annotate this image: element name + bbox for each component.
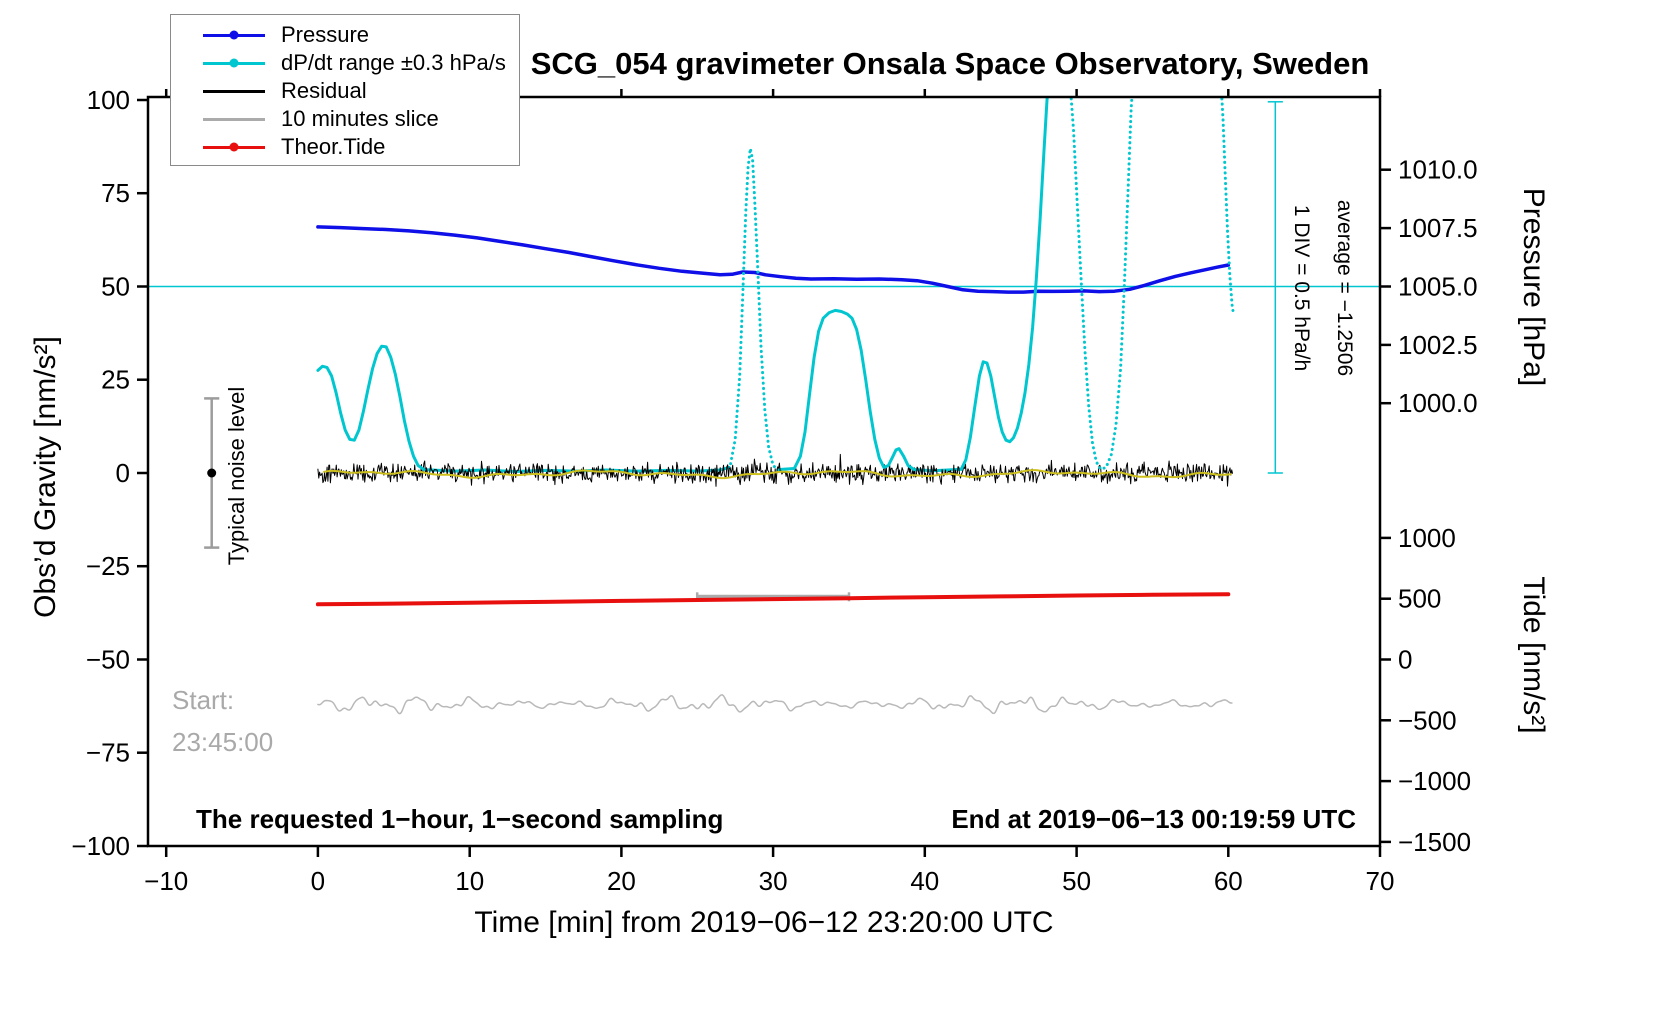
legend-item: Pressure xyxy=(171,21,519,49)
tide-tick-label: 500 xyxy=(1398,584,1441,614)
legend-label: Residual xyxy=(281,78,367,103)
legend-item: 10 minutes slice xyxy=(171,105,519,133)
dpdt-line xyxy=(1220,97,1236,316)
x-tick-label: −10 xyxy=(144,866,188,896)
pressure-tick-label: 1002.5 xyxy=(1398,330,1478,360)
gravity-tick-label: −75 xyxy=(86,738,130,768)
x-tick-label: 20 xyxy=(607,866,636,896)
div-scale-note: 1 DIV = 0.5 hPa/h xyxy=(1290,204,1313,372)
start-time: 23:45:00 xyxy=(172,727,274,757)
chart-title: SCG_054 gravimeter Onsala Space Observat… xyxy=(530,46,1370,81)
x-tick-label: 0 xyxy=(311,866,325,896)
gravity-tick-label: −25 xyxy=(86,551,130,581)
legend-line-swatch xyxy=(203,142,265,152)
legend-line-swatch xyxy=(203,115,265,124)
plot-frame xyxy=(146,95,1382,848)
tide-tick-label: 0 xyxy=(1398,645,1412,675)
legend-line-swatch xyxy=(203,30,265,40)
pressure-tick-label: 1007.5 xyxy=(1398,213,1478,243)
legend-item: Residual xyxy=(171,77,519,105)
theor-tide-line xyxy=(315,592,1231,607)
dpdt-line xyxy=(792,308,916,472)
tide-tick-label: −1500 xyxy=(1398,827,1471,857)
end-note: End at 2019−06−13 00:19:59 UTC xyxy=(951,804,1356,834)
legend-marker-dot-icon xyxy=(229,30,239,40)
dpdt-line xyxy=(1069,97,1134,471)
gravity-tick-label: 25 xyxy=(101,365,130,395)
x-tick-label: 40 xyxy=(910,866,939,896)
gravity-tick-label: 0 xyxy=(116,458,130,488)
y-axis-label-gravity: Obs’d Gravity [nm/s²] xyxy=(29,336,62,618)
y-axis-label-tide: Tide [nm/s²] xyxy=(1517,576,1550,734)
x-tick-label: 60 xyxy=(1214,866,1243,896)
pressure-tick-label: 1010.0 xyxy=(1398,155,1478,185)
noise-level-label: Typical noise level xyxy=(224,386,249,566)
pressure-line xyxy=(316,225,1231,294)
gravity-tick-label: −50 xyxy=(86,645,130,675)
legend-label: Pressure xyxy=(281,22,370,47)
dpdt-line xyxy=(959,97,1049,471)
legend-box: Pressure dP/dt range ±0.3 hPa/s Residual 10… xyxy=(170,14,520,166)
gravity-tick-label: −100 xyxy=(71,831,130,861)
x-tick-label: 50 xyxy=(1062,866,1091,896)
dpdt-line xyxy=(729,147,780,472)
x-tick-label: 30 xyxy=(759,866,788,896)
tide-tick-label: 1000 xyxy=(1398,523,1456,553)
x-axis-label: Time [min] from 2019−06−12 23:20:00 UTC xyxy=(474,906,1054,939)
sampling-note: The requested 1−hour, 1−second sampling xyxy=(196,804,724,834)
legend-label: dP/dt range ±0.3 hPa/s xyxy=(281,50,506,75)
gravity-tick-label: 75 xyxy=(101,178,130,208)
legend-label: 10 minutes slice xyxy=(281,106,439,131)
legend-line-swatch xyxy=(203,87,265,96)
legend-marker-dot-icon xyxy=(229,58,239,68)
tide-tick-label: −500 xyxy=(1398,705,1457,735)
slice-trace-line xyxy=(317,694,1233,715)
start-label: Start: xyxy=(172,685,235,715)
gravity-tick-label: 50 xyxy=(101,272,130,302)
average-note: average = −1.2506 xyxy=(1333,199,1356,377)
pressure-tick-label: 1000.0 xyxy=(1398,388,1478,418)
x-tick-label: 70 xyxy=(1366,866,1395,896)
legend-label: Theor.Tide xyxy=(281,134,386,159)
noise-errorbar-dot xyxy=(207,468,217,478)
legend-item: dP/dt range ±0.3 hPa/s xyxy=(171,49,519,77)
legend-item: Theor.Tide xyxy=(171,133,519,161)
residual-smooth-line xyxy=(323,469,1232,480)
pressure-tick-label: 1005.0 xyxy=(1398,272,1478,302)
gravity-tick-label: 100 xyxy=(87,85,130,115)
tide-tick-label: −1000 xyxy=(1398,766,1471,796)
x-tick-label: 10 xyxy=(455,866,484,896)
legend-line-swatch xyxy=(203,58,265,68)
dpdt-line xyxy=(316,344,426,472)
y-axis-label-pressure: Pressure [hPa] xyxy=(1517,187,1550,387)
legend-marker-dot-icon xyxy=(229,142,239,152)
